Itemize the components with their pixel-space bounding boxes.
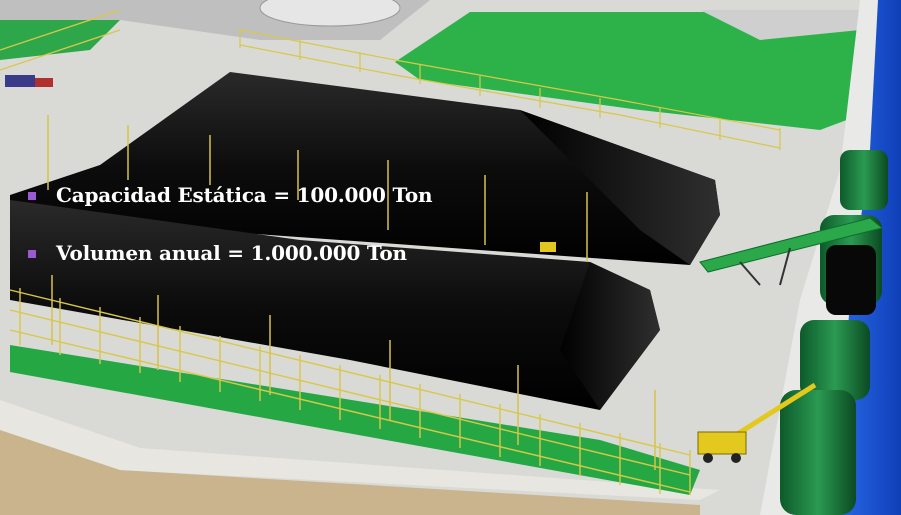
bullet-list: Capacidad Estática = 100.000 Ton Volumen… [28, 180, 433, 296]
bullet-marker-icon [28, 250, 36, 258]
bullet-static-capacity: Capacidad Estática = 100.000 Ton [28, 180, 433, 210]
bullet-marker-icon [28, 192, 36, 200]
green-lawn-front [10, 345, 700, 495]
bullet-annual-volume: Volumen anual = 1.000.000 Ton [28, 238, 432, 268]
bullet-text: Volumen anual = 1.000.000 Ton [56, 241, 407, 265]
green-lawn [395, 12, 860, 130]
green-lawn-left [0, 20, 120, 60]
barge [780, 390, 856, 515]
pavement-strip [0, 420, 700, 515]
bullet-text: Capacidad Estática = 100.000 Ton [56, 183, 433, 207]
coal-stockpile [10, 200, 660, 410]
perimeter-fence [9, 288, 691, 495]
barge [840, 150, 888, 210]
mobile-crane [697, 382, 817, 463]
stacker-conveyor [699, 217, 884, 286]
barge [800, 320, 870, 400]
